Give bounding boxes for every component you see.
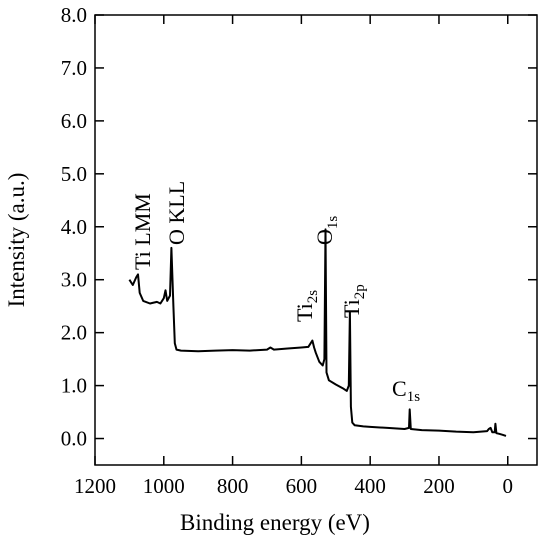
y-tick-label: 0.0 bbox=[61, 427, 87, 451]
y-tick-label: 2.0 bbox=[61, 321, 87, 345]
y-tick-label: 6.0 bbox=[61, 109, 87, 133]
annotation-subscript: 2s bbox=[305, 290, 321, 304]
y-tick-label: 4.0 bbox=[61, 215, 87, 239]
peak-annotation: C1s bbox=[392, 376, 420, 405]
annotation-subscript: 2p bbox=[352, 284, 368, 299]
x-tick-label: 200 bbox=[423, 474, 455, 498]
annotation-text: Ti LMM bbox=[130, 193, 155, 270]
y-tick-label: 8.0 bbox=[61, 3, 87, 27]
plot-frame bbox=[94, 14, 538, 466]
y-tick-label: 3.0 bbox=[61, 268, 87, 292]
peak-annotation: Ti2p bbox=[339, 284, 368, 318]
annotation-subscript: 1s bbox=[325, 216, 341, 230]
annotation-text: O KLL bbox=[164, 181, 189, 245]
peak-annotation: O1s bbox=[312, 216, 341, 245]
x-tick-label: 800 bbox=[217, 474, 249, 498]
x-tick-label: 1000 bbox=[143, 474, 185, 498]
peak-annotation: Ti2s bbox=[292, 290, 321, 322]
annotation-subscript: 1s bbox=[407, 389, 421, 405]
x-tick-label: 400 bbox=[354, 474, 386, 498]
x-tick-label: 1200 bbox=[74, 474, 116, 498]
annotation-text: O bbox=[312, 229, 337, 245]
peak-annotation: Ti LMM bbox=[130, 193, 155, 270]
peak-annotation: O KLL bbox=[164, 181, 189, 245]
annotation-text: Ti bbox=[339, 299, 364, 318]
y-tick-label: 5.0 bbox=[61, 162, 87, 186]
y-tick-label: 7.0 bbox=[61, 56, 87, 80]
x-tick-label: 0 bbox=[503, 474, 514, 498]
annotation-text: Ti bbox=[292, 303, 317, 322]
annotation-text: C bbox=[392, 376, 407, 401]
y-tick-label: 1.0 bbox=[61, 374, 87, 398]
spectrum-line bbox=[128, 228, 507, 437]
x-axis-label: Binding energy (eV) bbox=[180, 510, 370, 535]
x-tick-label: 600 bbox=[286, 474, 318, 498]
y-axis-label: Intensity (a.u.) bbox=[4, 173, 29, 308]
